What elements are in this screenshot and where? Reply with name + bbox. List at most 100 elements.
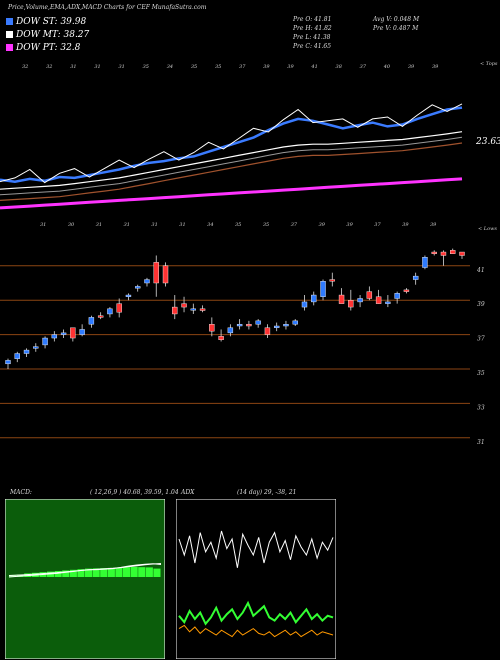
macd-histogram-bar: [69, 569, 77, 577]
top-tick: 41: [311, 64, 318, 70]
ema-price-label: 23.63: [476, 137, 500, 147]
macd-histogram-bar: [77, 569, 85, 577]
candle-up: [273, 325, 280, 328]
level-label: 33: [477, 404, 485, 411]
candle-down: [450, 250, 456, 254]
ema-line-0: [0, 106, 463, 183]
adx-panel: [176, 499, 336, 659]
candle-down: [459, 251, 465, 256]
ema-panel: [0, 103, 463, 210]
candle-up: [227, 327, 234, 334]
candle-down: [440, 251, 447, 256]
top-tick: 32: [46, 64, 53, 70]
candle-up: [88, 317, 95, 325]
candle-down: [97, 315, 104, 318]
candle-up: [5, 360, 11, 365]
candle-up: [236, 324, 243, 327]
bottom-tick: 39: [318, 222, 325, 228]
macd-histogram-bar: [92, 568, 100, 577]
top-tick: 34: [166, 64, 174, 70]
adx-background: [176, 499, 336, 659]
ema-line-brown: [0, 142, 463, 201]
quote-pre-l: Pre L: 41.38: [293, 34, 331, 41]
candle-up: [190, 308, 197, 311]
bottom-tick: 31: [179, 222, 186, 228]
legend-mt: DOW MT: 38.27: [6, 30, 89, 43]
candle-down: [116, 303, 122, 313]
candle-up: [320, 281, 326, 297]
candle-down: [403, 289, 410, 292]
quote-pre-c: Pre C: 41.65: [293, 43, 332, 50]
candle-up: [51, 334, 58, 339]
top-tick-row: 32 32 31 31 31 35 34 35 35 37 39 39 41 38 37 40 39 39: [0, 64, 500, 72]
legend-pt-swatch: [6, 44, 13, 51]
ema-line-gray: [0, 136, 463, 196]
candle-up: [301, 301, 308, 308]
candle-down: [366, 291, 373, 299]
macd-histogram-bar: [62, 570, 70, 577]
candle-up: [107, 308, 113, 315]
ema-line-2: [0, 177, 463, 210]
legend-pt-label: DOW PT: 32.8: [16, 43, 81, 53]
bottom-tick: 37: [290, 222, 298, 228]
chart-title: Price,Volume,EMA,ADX,MACD Charts for CEF…: [8, 4, 207, 11]
candle-up: [394, 293, 400, 299]
candle-down: [431, 251, 437, 254]
candle-up: [125, 294, 132, 297]
candle-up: [60, 332, 67, 335]
candle-up: [33, 346, 39, 349]
bottom-tick: 39: [402, 222, 409, 228]
bottom-tick-row: 31 30 31 31 31 31 34 35 35 37 39 39 37 39 39: [0, 222, 500, 230]
lows-label: < Lows: [478, 226, 497, 232]
candle-up: [135, 286, 141, 289]
candle-down: [209, 324, 215, 332]
candle-down: [375, 296, 382, 304]
adx-line-0: [178, 530, 334, 568]
bottom-tick: 39: [430, 222, 437, 228]
quote-pre-v: Pre V: 0.487 M: [373, 25, 419, 32]
macd-histogram-bar: [85, 568, 93, 577]
candle-down: [172, 306, 178, 315]
bottom-tick: 31: [151, 222, 158, 228]
top-tick: 40: [383, 64, 391, 70]
candle-up: [23, 349, 30, 354]
macd-background: [5, 499, 165, 659]
top-tick: 39: [432, 64, 439, 70]
top-tick: 35: [190, 64, 198, 70]
adx-values: (14 day) 29, -38, 21: [237, 489, 297, 496]
level-label: 35: [477, 370, 485, 377]
macd-histogram-bar: [54, 571, 62, 577]
level-label: 39: [477, 301, 485, 308]
bottom-tick: 35: [235, 222, 242, 228]
macd-histogram-bar: [130, 566, 138, 577]
legend-mt-swatch: [6, 31, 13, 38]
macd-line-1: [8, 563, 162, 576]
top-tick: 31: [94, 64, 101, 70]
candle-up: [422, 257, 428, 268]
macd-histogram-bar: [9, 575, 17, 577]
candle-up: [311, 294, 317, 303]
level-label: 37: [477, 336, 485, 343]
top-tick: 37: [359, 64, 367, 70]
top-tick: 39: [287, 64, 294, 70]
candle-up: [412, 275, 419, 280]
adx-line-2: [178, 624, 334, 638]
legend: DOW ST: 39.98 DOW MT: 38.27 DOW PT: 32.8: [6, 17, 89, 56]
adx-line-1: [178, 600, 334, 626]
candle-up: [14, 353, 20, 359]
legend-st: DOW ST: 39.98: [6, 17, 89, 30]
candle-down: [338, 294, 345, 304]
candle-up: [283, 324, 289, 327]
legend-pt: DOW PT: 32.8: [6, 43, 89, 56]
legend-mt-label: DOW MT: 38.27: [16, 30, 90, 40]
tops-label: < Tops: [480, 61, 498, 67]
candle-down: [153, 262, 159, 284]
top-tick: 35: [214, 64, 222, 70]
candle-down: [162, 265, 169, 284]
candle-up: [255, 320, 261, 325]
level-label: 41: [476, 267, 485, 274]
level-label: 31: [477, 439, 485, 446]
quote-avg-v: Avg V: 0.048 M: [373, 16, 420, 23]
candle-up: [79, 329, 85, 335]
candle-down: [264, 327, 271, 335]
